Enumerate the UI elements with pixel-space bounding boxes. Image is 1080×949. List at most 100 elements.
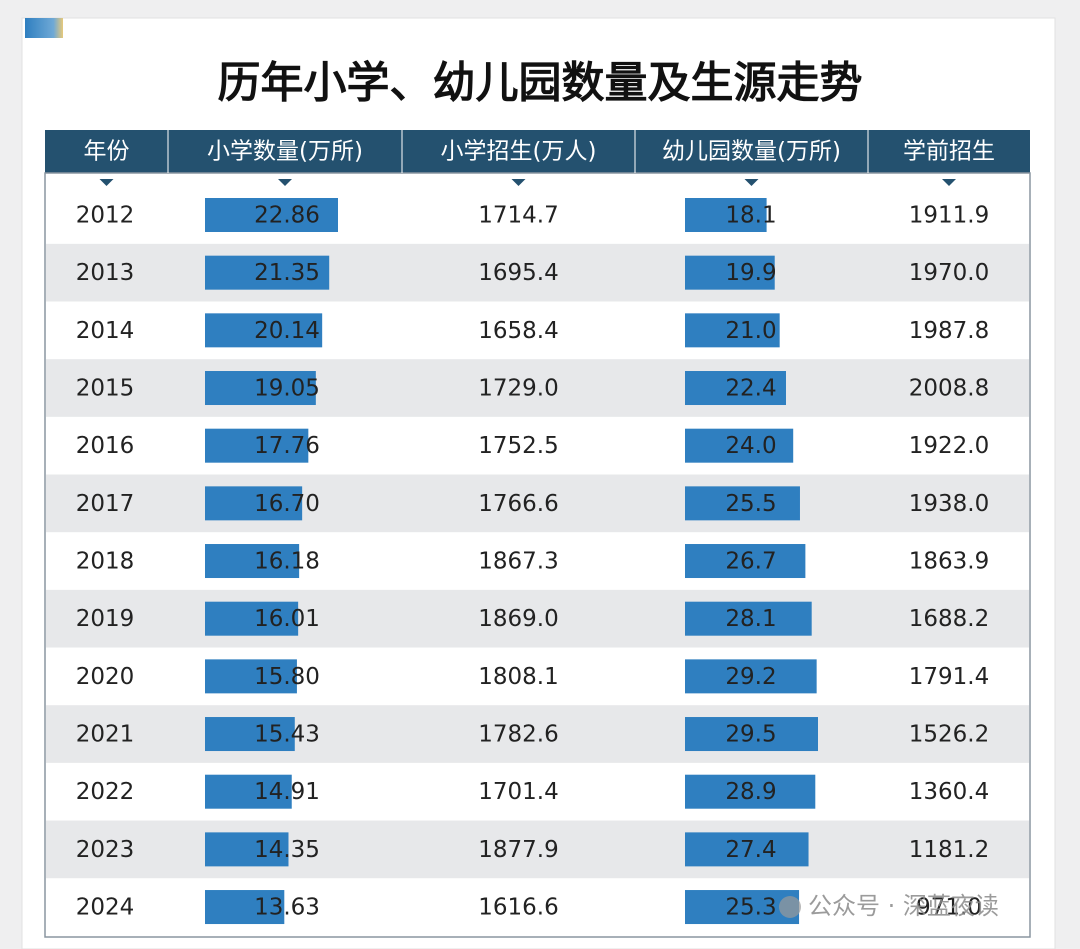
table-cell: 2020 — [76, 664, 135, 690]
table-cell: 1695.4 — [478, 260, 558, 286]
table-cell: 1877.9 — [478, 837, 558, 863]
table-cell: 16.70 — [254, 491, 320, 517]
table-cell: 971.0 — [916, 895, 982, 921]
header-row — [45, 130, 1030, 173]
data-bar — [205, 717, 295, 752]
header-pointer — [278, 179, 292, 186]
table-cell: 17.76 — [254, 433, 320, 459]
table-cell: 13.63 — [254, 895, 320, 921]
rows — [46, 243, 1029, 879]
table-cell: 2008.8 — [909, 376, 989, 402]
table-cell: 1701.4 — [478, 779, 558, 805]
watermark: 公众号 · 深蓝夜读 — [808, 892, 999, 920]
table-cell: 29.2 — [725, 664, 776, 690]
table-cell: 1867.3 — [478, 549, 558, 575]
data-bar — [205, 659, 297, 694]
data-bar — [685, 601, 812, 636]
table-cell: 1782.6 — [478, 722, 558, 748]
table-cell: 28.1 — [725, 606, 776, 632]
table-cell: 1766.6 — [478, 491, 558, 517]
data-bar — [685, 774, 816, 809]
table-cell: 2016 — [76, 433, 135, 459]
table-cell: 19.9 — [725, 260, 776, 286]
table-cell: 1808.1 — [478, 664, 558, 690]
table-cell: 19.05 — [254, 376, 320, 402]
data-bar — [205, 486, 303, 521]
table-cell: 25.5 — [725, 491, 776, 517]
table-cell: 1938.0 — [909, 491, 989, 517]
data-bar — [685, 544, 806, 579]
data-bar — [685, 832, 809, 867]
data-bar — [205, 774, 292, 809]
table-cell: 27.4 — [725, 837, 776, 863]
table-cell: 15.43 — [254, 722, 320, 748]
data-bar — [205, 198, 338, 232]
data-bar — [205, 601, 299, 636]
title: 历年小学、幼儿园数量及生源走势 — [218, 59, 863, 109]
table-cell: 1714.7 — [478, 203, 558, 229]
table-cell: 29.5 — [725, 722, 776, 748]
table-cell: 1526.2 — [909, 722, 989, 748]
data-bar — [205, 832, 289, 867]
table-cell: 2017 — [76, 491, 135, 517]
table-cell: 1616.6 — [478, 895, 558, 921]
data-bar — [685, 198, 767, 232]
header-pointer — [99, 179, 114, 186]
watermark-icon — [779, 896, 801, 918]
data-bar — [685, 371, 786, 406]
table-cell: 1970.0 — [909, 260, 989, 286]
table-cell: 18.1 — [725, 203, 776, 229]
header-pointer — [511, 179, 526, 186]
header-pointer — [942, 179, 956, 186]
table-cell: 2012 — [76, 203, 135, 229]
table-cell: 2022 — [76, 779, 135, 805]
table-cell: 1658.4 — [478, 318, 558, 344]
table-cell: 25.3 — [725, 895, 776, 921]
table-cell: 1911.9 — [909, 203, 989, 229]
data-bar — [685, 717, 818, 752]
data-bar — [205, 890, 285, 925]
table-cell: 22.86 — [254, 203, 320, 229]
header-cell: 小学招生(万人) — [441, 139, 597, 165]
table-cell: 2015 — [76, 376, 135, 402]
table-cell: 21.0 — [725, 318, 776, 344]
data-bar — [685, 659, 817, 694]
data-bar — [205, 255, 330, 290]
table-cell: 20.14 — [254, 318, 320, 344]
table-cell: 1688.2 — [909, 606, 989, 632]
table-cell: 22.4 — [725, 376, 776, 402]
table-cell: 1360.4 — [909, 779, 989, 805]
data-bar — [685, 428, 794, 463]
table-cell: 16.01 — [254, 606, 320, 632]
table-cell: 26.7 — [725, 549, 776, 575]
table-cell: 21.35 — [254, 260, 320, 286]
table-cell: 1752.5 — [478, 433, 558, 459]
table-cell: 14.91 — [254, 779, 320, 805]
data-bar — [205, 428, 309, 463]
table-cell: 2024 — [76, 895, 135, 921]
data-bar — [205, 544, 300, 579]
data-bar — [685, 255, 775, 290]
table-cell: 2019 — [76, 606, 135, 632]
data-bar — [205, 313, 323, 348]
table-cell: 28.9 — [725, 779, 776, 805]
header-cell: 年份 — [84, 139, 130, 165]
data-bar — [205, 371, 316, 406]
corner-tag — [25, 18, 63, 38]
table-cell: 1863.9 — [909, 549, 989, 575]
table-cell: 15.80 — [254, 664, 320, 690]
table-cell: 1791.4 — [909, 664, 989, 690]
table-cell: 1869.0 — [478, 606, 558, 632]
table-cell: 1987.8 — [909, 318, 989, 344]
table-cell: 1922.0 — [909, 433, 989, 459]
table-cell: 2023 — [76, 837, 135, 863]
table-cell: 16.18 — [254, 549, 320, 575]
header-cell: 幼儿园数量(万所) — [662, 139, 841, 165]
data-bar — [685, 486, 800, 521]
header-cell: 学前招生 — [903, 139, 995, 165]
cells: 2012 22.86 1714.7 18.1 1911.9 2013 21.35 1695.4… — [76, 198, 989, 925]
table-cell: 2013 — [76, 260, 135, 286]
data-bar — [685, 313, 780, 348]
